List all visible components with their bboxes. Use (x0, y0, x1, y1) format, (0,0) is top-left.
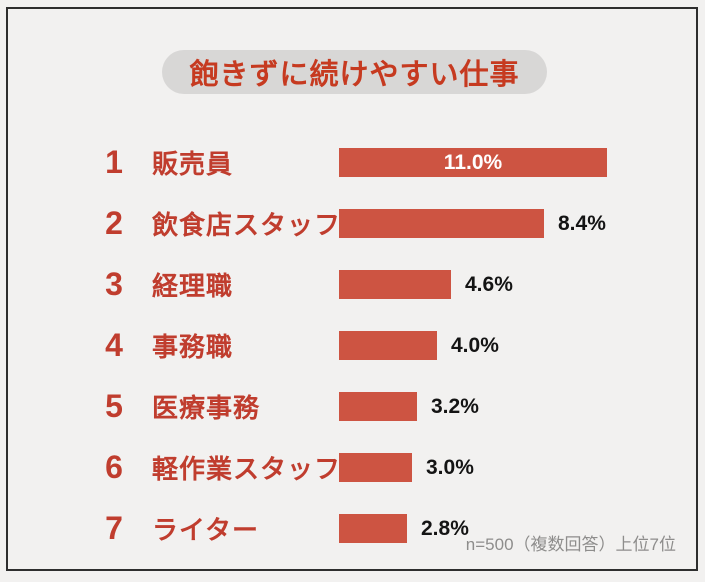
ranking-row: 5 医療事務 3.2% (8, 376, 696, 437)
job-label: ライター (152, 515, 259, 545)
bar: 3.0% (339, 453, 474, 482)
bar: 3.2% (339, 392, 479, 421)
value-label: 4.0% (451, 333, 499, 357)
rank-number: 1 (105, 144, 123, 180)
bar: 4.6% (339, 270, 513, 299)
ranking-row: 7 ライター 2.8% (8, 498, 696, 559)
value-label: 11.0% (443, 150, 503, 174)
value-label: 3.2% (431, 394, 479, 418)
job-label: 飲食店スタッフ (152, 210, 342, 240)
bar: 11.0% (339, 148, 607, 177)
title-pill: 飽きずに続けやすい仕事 (162, 50, 547, 94)
ranking-row: 1 販売員 11.0% (8, 132, 696, 193)
value-label: 2.8% (421, 516, 469, 540)
bar: 4.0% (339, 331, 499, 360)
rank-number: 5 (105, 388, 123, 424)
job-label: 事務職 (152, 332, 234, 362)
rank-number: 3 (105, 266, 123, 302)
chart-title: 飽きずに続けやすい仕事 (189, 59, 520, 91)
rank-number: 7 (105, 510, 123, 546)
ranking-row: 3 経理職 4.6% (8, 254, 696, 315)
rank-number: 4 (105, 327, 123, 363)
value-label: 4.6% (465, 272, 513, 296)
value-label: 8.4% (558, 211, 606, 235)
rank-number: 6 (105, 449, 123, 485)
job-label: 販売員 (152, 149, 234, 179)
job-label: 経理職 (152, 271, 234, 301)
ranking-list: 1 販売員 11.0% 2 飲食店スタッフ 8.4% 3 経理職 4.6% 4 … (8, 132, 696, 559)
bar: 8.4% (339, 209, 606, 238)
ranking-row: 2 飲食店スタッフ 8.4% (8, 193, 696, 254)
ranking-row: 4 事務職 4.0% (8, 315, 696, 376)
job-label: 医療事務 (152, 393, 261, 423)
job-label: 軽作業スタッフ (152, 454, 342, 484)
value-label: 3.0% (426, 455, 474, 479)
ranking-row: 6 軽作業スタッフ 3.0% (8, 437, 696, 498)
infographic-frame: 飽きずに続けやすい仕事 1 販売員 11.0% 2 飲食店スタッフ 8.4% 3… (6, 7, 698, 571)
sample-size-note: n=500（複数回答）上位7位 (465, 535, 676, 554)
rank-number: 2 (105, 205, 123, 241)
bar: 2.8% (339, 514, 469, 543)
